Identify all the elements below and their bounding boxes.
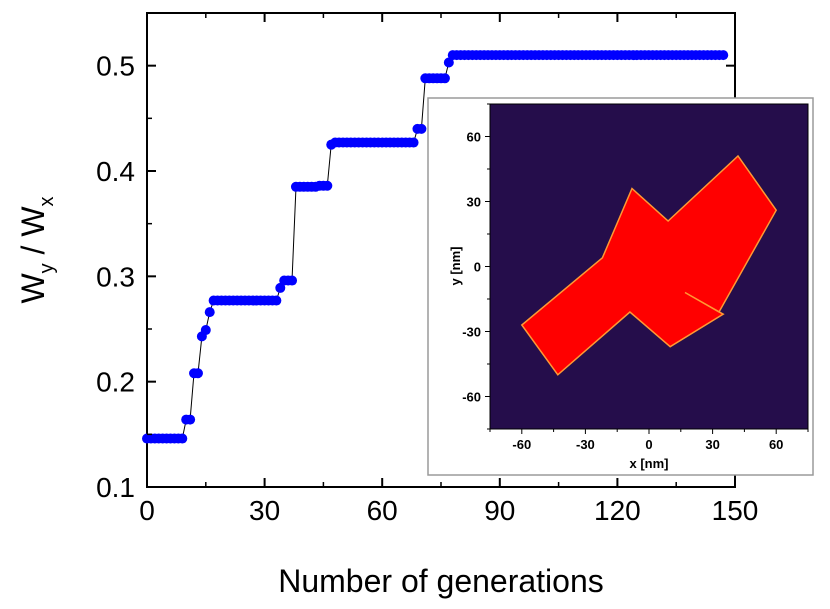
y-tick-label: 0.3 xyxy=(96,261,135,292)
data-point xyxy=(718,50,729,61)
x-axis-ticks: 0 30 60 90 120 150 xyxy=(139,13,758,526)
x-tick-label: 60 xyxy=(367,495,398,526)
series-points xyxy=(142,50,729,444)
inset-x-axis-label: x [nm] xyxy=(630,456,669,471)
data-point xyxy=(204,307,215,318)
x-tick-label: 30 xyxy=(249,495,280,526)
inset-y-tick-label: 0 xyxy=(474,260,481,275)
x-tick-label: 90 xyxy=(484,495,515,526)
inset-x-tick-label: -30 xyxy=(576,437,595,452)
y-tick-label: 0.2 xyxy=(96,367,135,398)
inset-y-tick-label: -30 xyxy=(462,325,481,340)
inset-x-axis-ticks: -60 -30 0 30 60 xyxy=(489,429,809,452)
x-axis-label: Number of generations xyxy=(278,563,604,599)
inset-y-axis-label: y [nm] xyxy=(448,247,463,286)
inset-y-axis-ticks: -60 -30 0 30 60 xyxy=(462,103,490,430)
data-point xyxy=(322,180,333,191)
data-point xyxy=(192,368,203,379)
data-point xyxy=(287,275,298,286)
inset-x-tick-label: -60 xyxy=(512,437,531,452)
x-tick-label: 120 xyxy=(594,495,641,526)
cross-shape xyxy=(520,154,778,376)
inset-y-tick-label: -60 xyxy=(462,390,481,405)
x-tick-label: 0 xyxy=(139,495,155,526)
data-point xyxy=(416,123,427,134)
y-tick-label: 0.1 xyxy=(96,472,135,503)
inset-x-tick-label: 0 xyxy=(645,437,652,452)
data-point xyxy=(408,137,419,148)
data-point xyxy=(443,57,454,68)
inset-x-tick-label: 60 xyxy=(769,437,783,452)
y-axis-label: Wy / Wx xyxy=(15,196,58,303)
inset-y-tick-label: 30 xyxy=(467,195,481,210)
inset-chart: -60 -30 0 30 60 -60 -30 0 30 60 x [nm] y [nm] xyxy=(427,97,814,476)
y-tick-label: 0.5 xyxy=(96,51,135,82)
x-tick-label: 150 xyxy=(712,495,759,526)
data-point xyxy=(275,282,286,293)
data-point xyxy=(177,433,188,444)
y-tick-label: 0.4 xyxy=(96,156,135,187)
y-axis-ticks: 0.1 0.2 0.3 0.4 0.5 xyxy=(96,12,735,503)
data-point xyxy=(271,295,282,306)
inset-y-tick-label: 60 xyxy=(467,130,481,145)
main-chart: 0 30 60 90 120 150 0.1 0.2 0.3 0.4 0.5 Number of … xyxy=(15,12,758,599)
data-point xyxy=(185,414,196,425)
inset-x-tick-label: 30 xyxy=(705,437,719,452)
data-point xyxy=(200,325,211,336)
data-point xyxy=(439,73,450,84)
